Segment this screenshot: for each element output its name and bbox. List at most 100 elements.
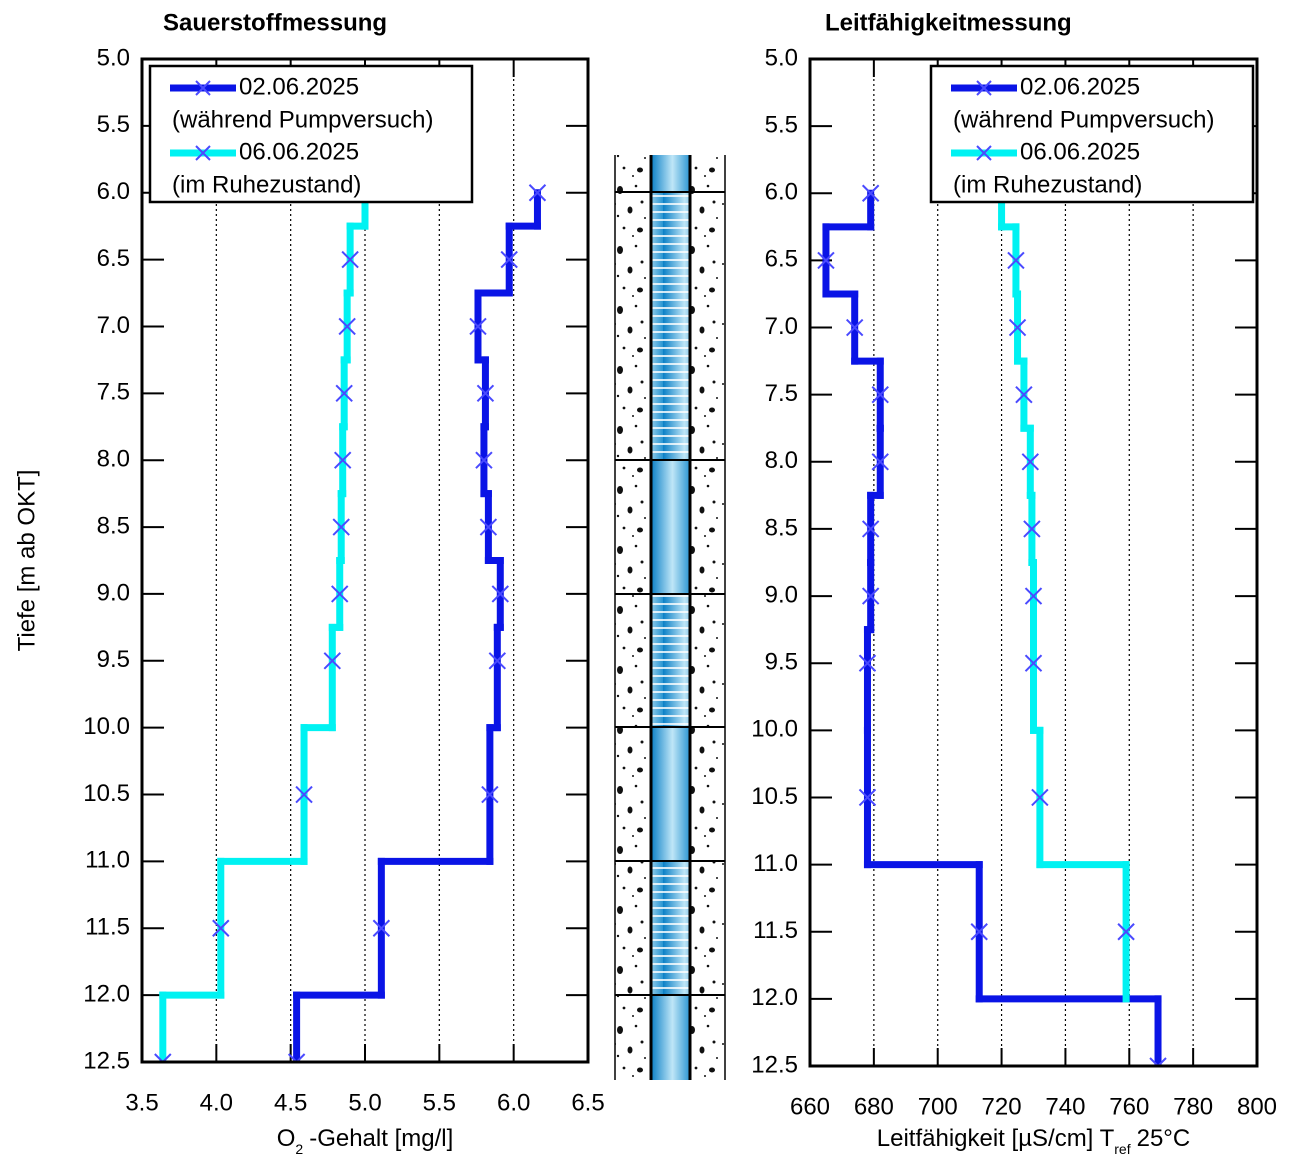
panel: Leitfähigkeitmessung Leitfähigkeit [µS/cm… <box>751 9 1277 1156</box>
marker <box>372 919 391 937</box>
x-tick-label: 4.0 <box>200 1089 233 1116</box>
x-tick-label: 780 <box>1173 1093 1213 1120</box>
marker <box>295 785 313 804</box>
plot-frame <box>808 57 1259 1068</box>
y-tick-label: 11.5 <box>753 917 798 944</box>
marker <box>287 1053 306 1062</box>
legend-label: 06.06.2025 <box>239 138 359 165</box>
y-tick-label: 7.0 <box>765 313 798 340</box>
y-tick-label: 7.5 <box>97 379 130 406</box>
y-tick-label: 12.5 <box>751 1051 798 1078</box>
x-tick-label: 680 <box>854 1093 894 1120</box>
well-column <box>614 155 726 1080</box>
marker <box>845 318 864 337</box>
marker <box>1024 587 1043 605</box>
y-tick-label: 12.5 <box>83 1047 130 1074</box>
marker <box>528 184 547 202</box>
series <box>817 184 1167 1066</box>
legend-description: (während Pumpversuch) <box>953 106 1214 133</box>
marker <box>333 451 352 469</box>
marker <box>1031 788 1049 807</box>
y-tick-label: 5.5 <box>765 111 798 138</box>
x-tick-label: 700 <box>918 1093 958 1120</box>
x-tick-label: 760 <box>1109 1093 1149 1120</box>
marker <box>212 919 230 937</box>
y-tick-label: 6.5 <box>97 245 130 272</box>
legend-label: 06.06.2025 <box>1020 138 1140 165</box>
marker <box>871 453 889 471</box>
legend-description: (im Ruhezustand) <box>172 171 361 198</box>
x-tick-label: 4.5 <box>274 1089 307 1116</box>
y-tick-label: 10.5 <box>751 783 798 810</box>
legend-marker <box>976 80 992 96</box>
marker <box>469 317 487 336</box>
marker <box>481 785 499 804</box>
plot-area <box>154 184 547 1062</box>
y-tick-label: 9.5 <box>765 649 798 676</box>
y-tick-label: 8.5 <box>765 514 798 541</box>
marker <box>500 250 518 269</box>
y-tick-label: 11.5 <box>85 914 130 941</box>
y-tick-label: 8.0 <box>765 447 798 474</box>
marker <box>858 654 877 672</box>
series <box>992 184 1135 1003</box>
marker <box>861 587 880 605</box>
y-tick-label: 7.5 <box>765 380 798 407</box>
marker <box>488 652 507 670</box>
legend: 02.06.2025 (während Pumpversuch) 06.06.202… <box>148 64 474 204</box>
y-tick-label: 12.0 <box>83 980 130 1007</box>
marker <box>871 385 889 404</box>
marker <box>1024 654 1043 672</box>
y-tick-label: 12.0 <box>751 984 798 1011</box>
gravel-right <box>690 155 725 1080</box>
y-tick-label: 10.5 <box>83 780 130 807</box>
x-tick-label: 5.0 <box>348 1089 381 1116</box>
marker <box>341 250 359 269</box>
screen <box>651 192 690 460</box>
y-tick-label: 11.0 <box>85 847 130 874</box>
plot-frame <box>140 57 590 1064</box>
series <box>287 184 547 1062</box>
marker <box>323 652 342 670</box>
marker <box>1021 453 1040 471</box>
x-tick-label: 3.5 <box>125 1089 158 1116</box>
marker <box>479 518 498 536</box>
x-axis-label: Leitfähigkeit [µS/cm] Tref 25°C <box>877 1125 1190 1156</box>
legend-description: (im Ruhezustand) <box>953 171 1142 198</box>
y-tick-label: 10.0 <box>751 716 798 743</box>
plot-area <box>817 184 1167 1066</box>
y-tick-label: 5.0 <box>765 44 798 71</box>
well-lines <box>614 155 726 1080</box>
y-tick-label: 9.0 <box>97 579 130 606</box>
x-tick-label: 740 <box>1045 1093 1085 1120</box>
marker <box>475 451 493 469</box>
screen <box>651 861 690 995</box>
marker <box>332 518 350 536</box>
legend-marker <box>976 145 992 161</box>
marker <box>1117 923 1135 941</box>
x-tick-label: 5.5 <box>423 1089 456 1116</box>
chart-title: Leitfähigkeitmessung <box>825 9 1072 36</box>
y-tick-label: 8.0 <box>97 446 130 473</box>
x-axis-label: O2 -Gehalt [mg/l] <box>277 1125 454 1156</box>
y-tick-label: 5.5 <box>97 111 130 138</box>
screen <box>651 594 690 727</box>
marker <box>1008 318 1027 337</box>
marker <box>1015 385 1033 404</box>
y-axis-label: Tiefe [m ab OKT] <box>13 470 40 652</box>
y-tick-label: 9.5 <box>97 646 130 673</box>
marker <box>491 585 509 603</box>
legend-label: 02.06.2025 <box>239 73 359 100</box>
marker <box>335 384 353 403</box>
y-tick-label: 6.0 <box>97 178 130 205</box>
y-tick-label: 8.5 <box>97 512 130 539</box>
x-axis-label-sub: 2 <box>295 1141 303 1157</box>
x-axis-label-tail: -Gehalt [mg/l] <box>309 1125 453 1152</box>
marker <box>476 384 495 403</box>
x-axis-label-main: Leitfähigkeit [µS/cm] T <box>877 1125 1115 1152</box>
y-tick-label: 6.5 <box>765 246 798 273</box>
x-tick-label: 800 <box>1237 1093 1277 1120</box>
chart-title: Sauerstoffmessung <box>163 9 387 36</box>
marker <box>861 184 880 202</box>
marker <box>1023 520 1041 538</box>
